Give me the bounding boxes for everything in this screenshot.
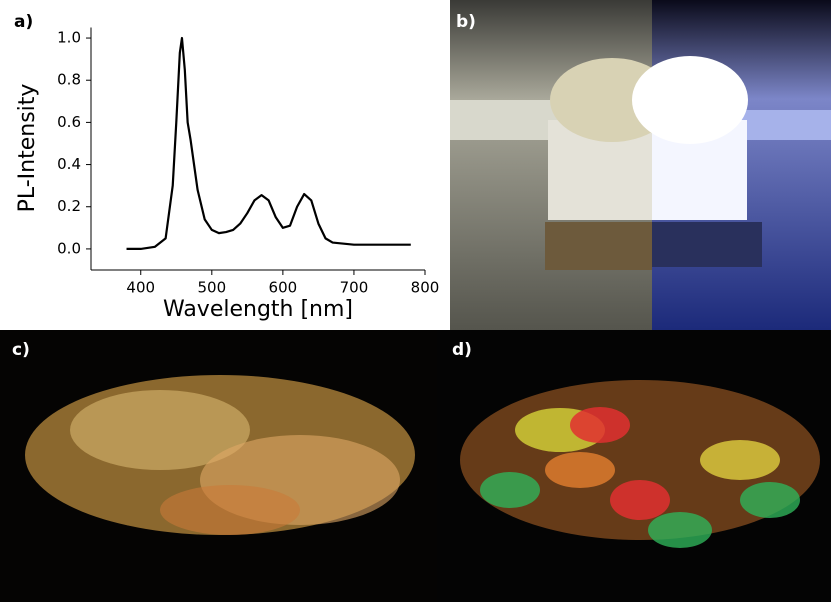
y-tick-label: 0.6 — [57, 113, 81, 131]
figure: b) c) d) a) Wavelength [nm] PL-Intensity… — [0, 0, 831, 602]
x-tick-label: 600 — [269, 279, 298, 297]
photo-b: b) — [450, 0, 831, 330]
y-tick-label: 1.0 — [57, 29, 81, 47]
y-tick-label: 0.0 — [57, 239, 81, 257]
x-tick-label: 800 — [411, 279, 440, 297]
chart: a) Wavelength [nm] PL-Intensity 0.0 0.2 0.… — [14, 12, 439, 322]
spectrum-line — [127, 38, 411, 249]
panel-label: b) — [456, 12, 476, 32]
photo-d: d) — [437, 330, 831, 602]
panel-label: c) — [12, 340, 30, 360]
y-tick-label: 0.8 — [57, 71, 81, 89]
panel-label: d) — [452, 340, 472, 360]
photo-c: c) — [0, 330, 437, 602]
y-tick-label: 0.4 — [57, 155, 81, 173]
y-axis-title: PL-Intensity — [15, 84, 40, 213]
x-tick-label: 400 — [126, 279, 155, 297]
x-tick-label: 700 — [340, 279, 369, 297]
x-tick-label: 500 — [197, 279, 226, 297]
panel-label: a) — [14, 12, 33, 32]
y-tick-label: 0.2 — [57, 197, 81, 215]
x-axis-title: Wavelength [nm] — [163, 297, 353, 322]
